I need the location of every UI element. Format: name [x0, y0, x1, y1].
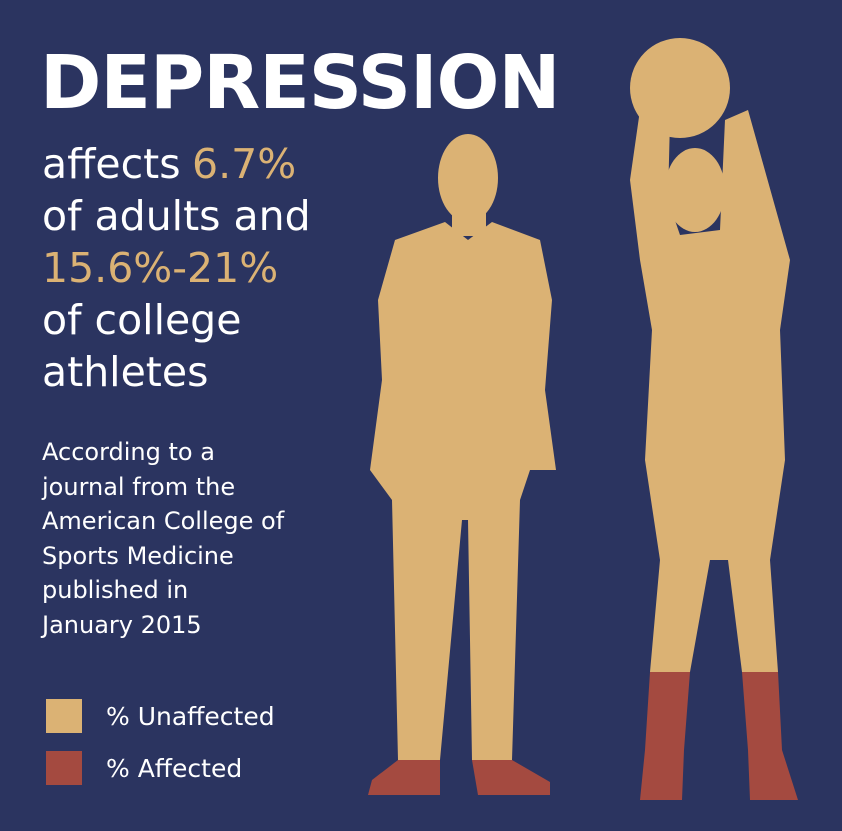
title: DEPRESSION	[40, 40, 560, 126]
headline-line: athletes	[42, 348, 209, 396]
source-line: journal from the	[42, 472, 236, 501]
legend-swatch	[46, 751, 82, 785]
source-line: published in	[42, 576, 189, 604]
legend-item: % Affected	[46, 750, 275, 786]
man-feet	[368, 760, 550, 795]
man-silhouette	[370, 134, 556, 760]
source-line: Sports Medicine	[42, 541, 234, 570]
legend: % Unaffected % Affected	[46, 698, 275, 802]
athlete-rate: 15.6%-21%	[42, 244, 279, 292]
legend-item: % Unaffected	[46, 698, 275, 734]
legend-label: % Affected	[106, 753, 243, 783]
source-note: According to a journal from the American C…	[42, 435, 284, 642]
source-line: American College of	[42, 507, 285, 535]
athlete-silhouette	[630, 38, 790, 672]
headline: affects 6.7% of adults and 15.6%-21% of c…	[42, 138, 311, 398]
legend-label: % Unaffected	[106, 701, 275, 731]
source-line: January 2015	[42, 610, 202, 639]
headline-line: of adults and	[42, 192, 311, 240]
headline-line: of college	[42, 296, 242, 344]
athlete-legs	[640, 672, 798, 800]
adult-rate: 6.7%	[192, 140, 297, 188]
source-line: According to a	[42, 438, 215, 466]
headline-text: affects	[42, 140, 181, 188]
legend-swatch	[46, 699, 82, 733]
headline-line: affects 6.7%	[42, 138, 311, 190]
